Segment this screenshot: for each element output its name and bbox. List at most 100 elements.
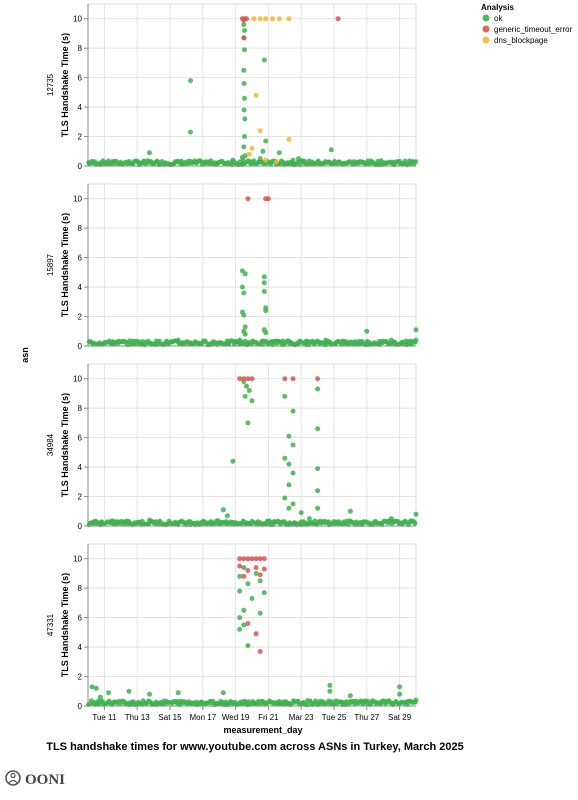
x-tick-label: Tue 25 xyxy=(322,713,347,722)
data-point-generic-timeout-error xyxy=(335,16,341,22)
data-point-ok xyxy=(97,520,103,526)
data-point-ok xyxy=(241,312,247,318)
data-point-dns-blockpage xyxy=(263,157,269,163)
data-point-ok xyxy=(110,520,116,526)
data-point-ok xyxy=(93,685,99,691)
y-tick-label: 4 xyxy=(78,643,83,652)
data-point-generic-timeout-error xyxy=(241,573,247,579)
data-point-ok xyxy=(253,571,259,576)
data-point-generic-timeout-error xyxy=(261,556,267,562)
data-point-ok xyxy=(315,505,321,511)
data-point-ok xyxy=(242,271,248,277)
plot-frame xyxy=(87,183,417,347)
data-point-ok xyxy=(241,607,247,613)
data-point-ok xyxy=(388,337,394,343)
data-point-ok xyxy=(261,280,267,286)
data-point-ok xyxy=(270,339,275,345)
y-tick-label: 6 xyxy=(78,434,83,443)
y-tick-label: 8 xyxy=(78,44,83,53)
data-point-ok xyxy=(347,508,353,514)
data-point-dns-blockpage xyxy=(263,16,269,22)
data-point-ok xyxy=(242,324,248,330)
data-point-ok xyxy=(246,388,252,393)
asn-label-34984: 34984 xyxy=(46,433,55,456)
data-point-ok xyxy=(240,157,246,163)
plot-frame xyxy=(87,543,417,707)
y-tick-label: 4 xyxy=(78,283,83,292)
data-point-generic-timeout-error xyxy=(253,556,259,562)
y-tick-label: 2 xyxy=(78,493,83,502)
data-point-ok xyxy=(261,274,267,280)
data-point-ok xyxy=(208,519,214,525)
data-point-ok xyxy=(313,698,319,704)
legend-title: Analysis xyxy=(481,3,514,12)
data-point-generic-timeout-error xyxy=(249,556,255,562)
data-point-ok xyxy=(241,622,247,628)
data-point-dns-blockpage xyxy=(286,137,292,142)
data-point-ok xyxy=(130,341,136,347)
data-point-ok xyxy=(237,337,243,343)
chart-title: TLS handshake times for www.youtube.com … xyxy=(46,741,464,753)
data-point-generic-timeout-error xyxy=(257,556,263,562)
y-tick-label: 4 xyxy=(78,103,83,112)
y-tick-label: 10 xyxy=(73,195,82,204)
data-point-ok xyxy=(397,684,403,690)
data-point-ok xyxy=(126,688,132,694)
data-point-ok xyxy=(245,581,251,587)
y-tick-label: 6 xyxy=(78,254,83,263)
y-tick-label: 10 xyxy=(73,15,82,24)
data-point-ok xyxy=(188,129,193,135)
data-point-ok xyxy=(405,339,411,345)
data-point-ok xyxy=(220,507,226,513)
data-point-dns-blockpage xyxy=(257,16,263,22)
y-tick-label: 6 xyxy=(78,74,83,83)
data-point-ok xyxy=(290,157,296,163)
data-point-generic-timeout-error xyxy=(282,376,288,382)
data-point-ok xyxy=(224,513,230,519)
data-point-ok xyxy=(245,420,251,426)
x-tick-label: Mar 23 xyxy=(289,713,314,722)
data-point-ok xyxy=(242,134,247,139)
y-tick-label: 0 xyxy=(78,342,83,351)
y-tick-label: 2 xyxy=(78,673,83,682)
data-point-ok xyxy=(315,386,321,392)
data-point-dns-blockpage xyxy=(274,159,280,165)
data-point-ok xyxy=(241,22,247,28)
data-point-ok xyxy=(294,340,300,346)
data-point-generic-timeout-error xyxy=(245,621,251,626)
data-point-ok xyxy=(356,339,362,345)
x-tick-label: Thu 27 xyxy=(354,713,379,722)
data-point-ok xyxy=(261,57,267,63)
data-point-ok xyxy=(188,78,193,84)
data-point-ok xyxy=(327,688,333,694)
asn-label-12735: 12735 xyxy=(46,73,55,96)
row-axis-title: asn xyxy=(20,347,30,363)
y-axis-title: TLS Handshake Time (s) xyxy=(60,33,70,137)
data-point-ok xyxy=(327,682,333,688)
data-point-generic-timeout-error xyxy=(241,376,247,382)
data-point-ok xyxy=(261,590,267,596)
ooni-logo-icon xyxy=(5,770,21,786)
data-point-ok xyxy=(286,433,292,439)
data-point-ok xyxy=(242,28,247,33)
data-point-ok xyxy=(343,340,349,346)
data-point-ok xyxy=(97,694,103,700)
data-point-ok xyxy=(261,289,267,294)
data-point-ok xyxy=(260,148,266,154)
data-point-ok xyxy=(147,691,152,697)
x-tick-label: Tue 11 xyxy=(92,713,117,722)
data-point-ok xyxy=(242,393,248,399)
data-point-ok xyxy=(147,517,152,523)
asn-label-15897: 15897 xyxy=(46,253,55,276)
data-point-ok xyxy=(290,501,296,507)
data-point-ok xyxy=(237,573,243,579)
data-point-ok xyxy=(89,684,95,690)
data-point-ok xyxy=(241,565,247,571)
data-point-generic-timeout-error xyxy=(253,565,259,571)
legend: Analysis ok generic_timeout_error dns_bloc… xyxy=(481,3,573,45)
data-point-ok xyxy=(286,482,292,488)
data-point-dns-blockpage xyxy=(286,16,292,22)
data-point-ok xyxy=(257,156,263,162)
y-tick-label: 10 xyxy=(73,555,82,564)
